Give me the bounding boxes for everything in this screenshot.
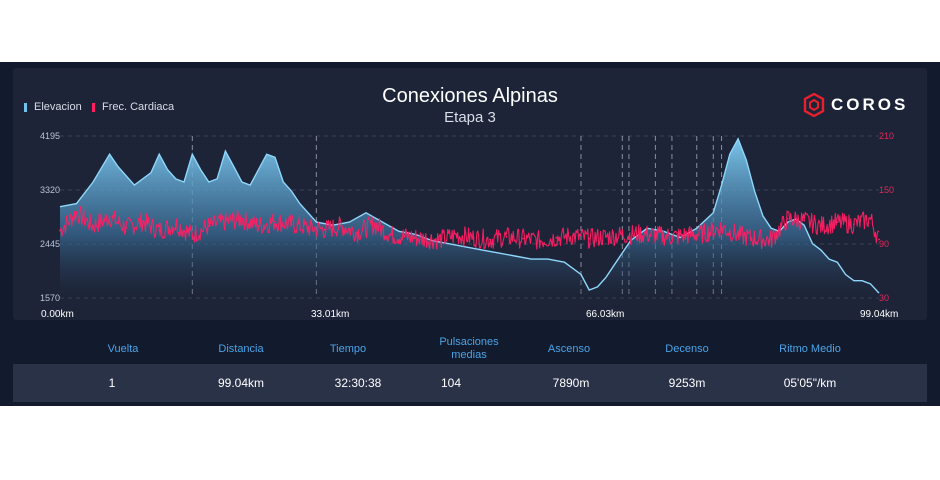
chart-card: Conexiones Alpinas Etapa 3 Elevacion Fre…: [13, 68, 927, 320]
data-point-frec-cardiaca: [853, 223, 855, 226]
data-point-frec-cardiaca: [323, 228, 326, 231]
data-point-frec-cardiaca: [571, 235, 574, 237]
data-point-frec-cardiaca: [224, 220, 227, 223]
data-point-frec-cardiaca: [406, 235, 409, 238]
value-pulsaciones-medias: 104: [440, 376, 462, 390]
elevation-heartrate-chart: [59, 135, 880, 299]
y-right-tick-label: 30: [879, 293, 890, 303]
series-area-elevacion: [60, 138, 879, 298]
data-point-frec-cardiaca: [108, 216, 111, 218]
y-left-tick-label: 4195: [40, 131, 61, 141]
legend-label-frec-cardiaca: Frec. Cardiaca: [102, 101, 175, 113]
series-line-frec-cardiaca: [59, 206, 880, 250]
data-point-frec-cardiaca: [59, 229, 61, 232]
y-left-tick-label: 2445: [40, 239, 61, 249]
data-point-frec-cardiaca: [207, 225, 210, 227]
value-vuelta: 1: [108, 376, 116, 390]
data-point-frec-cardiaca: [125, 226, 128, 229]
header-distancia: Distancia: [218, 342, 264, 355]
legend-elevacion: Elevacion: [24, 101, 82, 113]
header-ritmo-medio: Ritmo Medio: [779, 342, 841, 355]
data-point-frec-cardiaca: [737, 234, 739, 236]
data-point-frec-cardiaca: [241, 217, 243, 220]
data-point-frec-cardiaca: [505, 235, 508, 238]
data-point-frec-cardiaca: [75, 211, 78, 214]
data-point-frec-cardiaca: [638, 233, 640, 236]
data-point-frec-cardiaca: [803, 219, 806, 222]
value-tiempo: 32:30:38: [334, 376, 382, 390]
x-tick-label: 0.00km: [41, 309, 74, 320]
data-point-frec-cardiaca: [423, 237, 425, 240]
legend-label-elevacion: Elevacion: [34, 101, 82, 113]
lap-stats-table: Vuelta Distancia Tiempo Pulsaciones medi…: [13, 332, 927, 402]
brand-name: COROS: [831, 95, 909, 114]
data-point-frec-cardiaca: [720, 226, 723, 229]
value-distancia: 99.04km: [217, 376, 265, 390]
data-point-frec-cardiaca: [489, 238, 491, 241]
data-point-frec-cardiaca: [671, 235, 673, 238]
header-decenso: Decenso: [665, 342, 709, 355]
y-right-tick-label: 150: [879, 185, 895, 195]
coros-logo: COROS: [803, 93, 908, 117]
data-point-frec-cardiaca: [257, 225, 260, 227]
data-point-frec-cardiaca: [654, 234, 657, 236]
data-point-frec-cardiaca: [819, 225, 822, 227]
data-point-frec-cardiaca: [786, 217, 789, 220]
header-vuelta: Vuelta: [107, 342, 139, 355]
data-point-frec-cardiaca: [439, 238, 442, 241]
data-point-frec-cardiaca: [555, 236, 558, 239]
data-point-frec-cardiaca: [340, 225, 343, 227]
data-point-frec-cardiaca: [92, 225, 94, 227]
value-decenso: 9253m: [668, 376, 706, 390]
y-left-tick-label: 3320: [40, 185, 61, 195]
legend-frec-cardiaca: Frec. Cardiaca: [92, 101, 174, 113]
x-tick-label: 33.01km: [311, 309, 350, 320]
data-point-frec-cardiaca: [836, 221, 839, 224]
data-point-frec-cardiaca: [621, 234, 624, 236]
y-right-tick-label: 90: [879, 239, 890, 249]
chart-subtitle: Etapa 3: [444, 109, 496, 126]
data-point-frec-cardiaca: [174, 223, 177, 226]
header-pulsaciones-medias: Pulsaciones medias: [439, 336, 499, 361]
x-tick-label: 66.03km: [586, 309, 625, 320]
data-point-frec-cardiaca: [869, 217, 872, 220]
coros-hexagon-logo-icon: [803, 93, 825, 117]
data-point-frec-cardiaca: [456, 234, 458, 236]
data-point-frec-cardiaca: [878, 238, 880, 241]
data-point-frec-cardiaca: [373, 223, 376, 226]
data-point-frec-cardiaca: [588, 237, 591, 240]
legend-swatch-elevacion: [24, 102, 27, 112]
data-point-frec-cardiaca: [704, 232, 706, 235]
data-point-frec-cardiaca: [274, 220, 276, 223]
header-ascenso: Ascenso: [547, 342, 591, 355]
table-row: 1 99.04km 32:30:38 104 7890m 9253m 05'05…: [13, 364, 927, 402]
data-point-frec-cardiaca: [290, 223, 293, 226]
data-point-frec-cardiaca: [356, 231, 359, 234]
activity-panel: Conexiones Alpinas Etapa 3 Elevacion Fre…: [0, 62, 940, 406]
value-ritmo-medio: 05'05"/km: [783, 376, 837, 390]
y-left-tick-label: 1570: [40, 293, 61, 303]
data-point-frec-cardiaca: [538, 239, 541, 242]
y-right-tick-label: 210: [879, 131, 895, 141]
data-point-frec-cardiaca: [307, 226, 309, 229]
data-point-frec-cardiaca: [472, 236, 475, 239]
data-point-frec-cardiaca: [770, 238, 773, 241]
data-point-frec-cardiaca: [753, 237, 756, 240]
data-point-frec-cardiaca: [389, 234, 392, 236]
x-tick-label: 99.04km: [860, 309, 899, 320]
data-point-frec-cardiaca: [522, 237, 524, 240]
legend-swatch-frec-cardiaca: [92, 102, 95, 112]
data-point-frec-cardiaca: [158, 229, 161, 232]
value-ascenso: 7890m: [552, 376, 590, 390]
data-point-frec-cardiaca: [687, 234, 690, 236]
data-point-frec-cardiaca: [191, 234, 194, 236]
chart-title: Conexiones Alpinas: [382, 85, 558, 107]
data-point-frec-cardiaca: [141, 220, 144, 223]
header-tiempo: Tiempo: [329, 342, 367, 355]
data-point-frec-cardiaca: [604, 235, 607, 238]
